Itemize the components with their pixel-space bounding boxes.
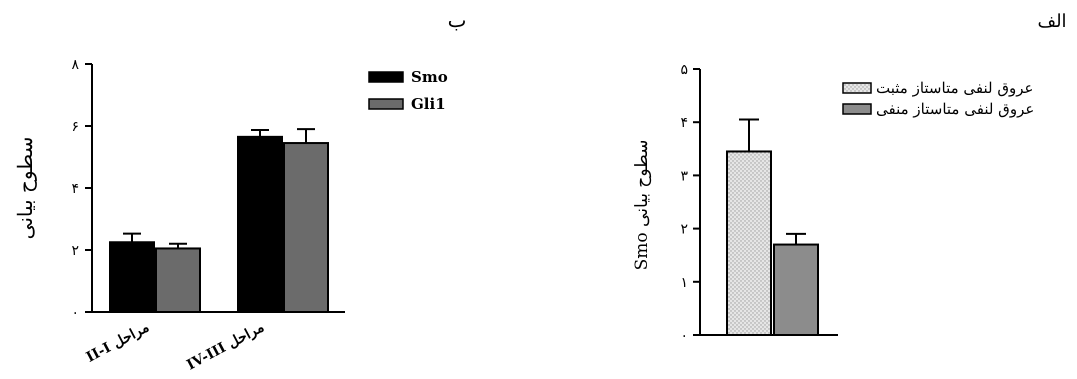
bar-gli1 xyxy=(155,247,201,313)
bar-series-1 xyxy=(726,150,772,336)
chart-alef: ۰ ۱ ۲ ۳ ۴ ۵ Smo سطوح بیانی عروق لنفی متاستاز مث… xyxy=(632,62,1034,344)
legend-swatch xyxy=(842,103,872,115)
y-tick-label: ۲ xyxy=(680,222,688,238)
y-tick-label: ۸ xyxy=(71,57,79,73)
panel-label-alef: الف xyxy=(1037,11,1066,32)
x-category-label: II-I مراحل xyxy=(84,319,152,365)
chart-b: ۰ ۲ ۴ ۶ ۸ II-I مراحل IV-III مراحل سطوح بیانی Smo… xyxy=(13,57,448,373)
y-tick-label: ۵ xyxy=(680,62,688,78)
y-tick-label: ۰ xyxy=(680,328,688,344)
y-tick-label: ۴ xyxy=(680,115,688,131)
y-axis-title: Smo سطوح بیانی xyxy=(632,140,652,271)
bar-smo xyxy=(237,135,283,313)
x-category-label: IV-III مراحل xyxy=(184,319,267,373)
legend-swatch xyxy=(368,71,404,83)
panel-label-b: ب xyxy=(448,8,467,32)
legend-label: عروق لنفی متاستاز منفی xyxy=(876,100,1034,118)
bar-series-2 xyxy=(773,243,819,336)
legend-swatch xyxy=(842,82,872,94)
legend-label: Smo xyxy=(411,68,448,86)
bar-smo xyxy=(109,241,155,313)
y-tick-label: ۱ xyxy=(680,275,688,291)
y-tick-label: ۴ xyxy=(71,181,79,197)
y-tick-label: ۳ xyxy=(680,168,688,184)
y-axis-title: سطوح بیانی xyxy=(13,137,37,240)
y-tick-label: ۶ xyxy=(71,119,79,135)
y-tick-label: ۲ xyxy=(71,243,79,259)
legend-label: Gli1 xyxy=(411,95,446,113)
legend-label: عروق لنفی متاستاز مثبت xyxy=(876,79,1033,97)
y-tick-label: ۰ xyxy=(71,305,79,321)
legend-swatch xyxy=(368,98,404,110)
bar-gli1 xyxy=(283,142,329,313)
